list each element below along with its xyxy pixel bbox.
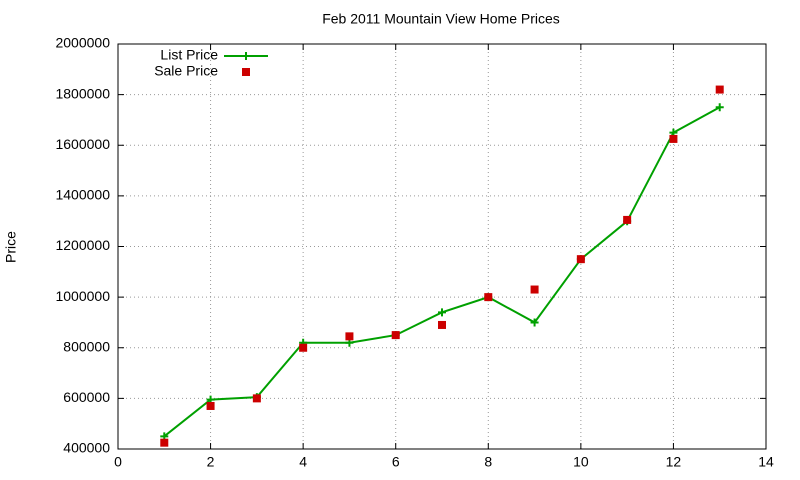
x-tick-label: 0 bbox=[114, 454, 122, 470]
point bbox=[530, 285, 539, 294]
x-tick-label: 6 bbox=[392, 454, 400, 470]
legend-label: Sale Price bbox=[154, 63, 218, 79]
y-tick-label: 400000 bbox=[63, 440, 110, 456]
y-tick-label: 1200000 bbox=[55, 237, 110, 253]
y-tick-label: 1000000 bbox=[55, 288, 110, 304]
y-tick-label: 1600000 bbox=[55, 136, 110, 152]
y-tick-label: 600000 bbox=[63, 389, 110, 405]
x-tick-label: 8 bbox=[484, 454, 492, 470]
y-axis-label: Price bbox=[3, 231, 19, 263]
point bbox=[530, 318, 539, 327]
point bbox=[576, 255, 585, 264]
point bbox=[160, 438, 169, 447]
legend-label: List Price bbox=[160, 47, 218, 63]
y-tick-label: 1800000 bbox=[55, 85, 110, 101]
point bbox=[715, 103, 724, 112]
y-tick-label: 2000000 bbox=[55, 35, 110, 51]
point bbox=[715, 85, 724, 94]
point bbox=[669, 134, 678, 143]
plot-frame bbox=[117, 43, 767, 450]
point bbox=[299, 343, 308, 352]
point bbox=[252, 394, 261, 403]
point bbox=[438, 308, 446, 317]
y-tick-label: 800000 bbox=[63, 338, 110, 354]
x-tick-label: 14 bbox=[758, 454, 774, 470]
x-tick-label: 2 bbox=[207, 454, 215, 470]
point bbox=[206, 401, 215, 410]
x-tick-label: 12 bbox=[666, 454, 682, 470]
legend-marker bbox=[242, 52, 250, 60]
x-tick-label: 10 bbox=[573, 454, 589, 470]
chart-title: Feb 2011 Mountain View Home Prices bbox=[322, 11, 560, 27]
point bbox=[391, 331, 400, 340]
legend-marker bbox=[242, 68, 250, 76]
point bbox=[345, 332, 354, 341]
x-tick-label: 4 bbox=[299, 454, 307, 470]
y-tick-label: 1400000 bbox=[55, 187, 110, 203]
point bbox=[438, 320, 446, 329]
point bbox=[623, 215, 632, 224]
point bbox=[484, 293, 493, 302]
